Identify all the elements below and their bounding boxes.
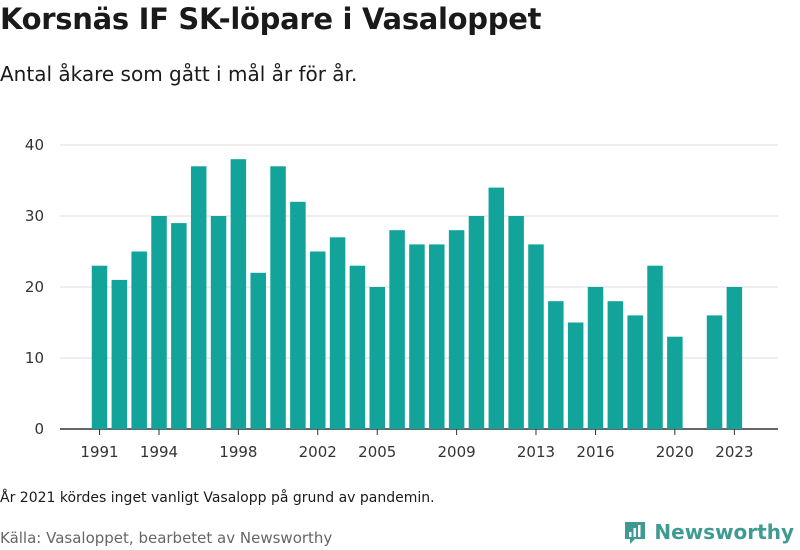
bar-2003 (329, 237, 346, 429)
bar-2022 (706, 315, 723, 429)
bar-1997 (210, 216, 227, 429)
bar-1992 (111, 279, 128, 429)
bar-1998 (230, 159, 247, 429)
bar-2008 (429, 244, 445, 429)
x-tick-label: 1994 (140, 443, 178, 461)
bar-chart: 0 10 20 30 40 1991 1994 1998 2002 2005 2009 2013 20… (25, 136, 778, 461)
newsworthy-logo-icon (625, 522, 646, 544)
bar-2011 (488, 187, 505, 429)
y-tick-label: 40 (25, 136, 44, 154)
bar-2009 (448, 230, 465, 429)
bar-2017 (607, 301, 624, 429)
bars (91, 159, 743, 430)
bar-2019 (647, 265, 663, 429)
bar-1999 (250, 272, 266, 429)
bar-2000 (270, 166, 286, 430)
bar-2006 (389, 230, 405, 429)
bar-2018 (627, 315, 643, 429)
bar-1995 (171, 223, 187, 429)
y-axis-ticks: 0 10 20 30 40 (25, 136, 44, 438)
bar-2004 (349, 265, 366, 429)
bar-2020 (667, 336, 683, 429)
bar-2014 (548, 301, 564, 429)
y-tick-label: 10 (25, 349, 44, 367)
bar-2016 (587, 287, 604, 429)
chart-title: Korsnäs IF SK-löpare i Vasaloppet (0, 2, 542, 36)
bar-1994 (151, 216, 167, 429)
brand-name: Newsworthy (654, 520, 794, 544)
x-tick-label: 1998 (219, 443, 257, 461)
newsworthy-logo: Newsworthy (622, 519, 794, 545)
x-tick-label: 2009 (438, 443, 476, 461)
bar-1996 (190, 166, 207, 430)
bar-1993 (131, 251, 147, 429)
chart-subtitle: Antal åkare som gått i mål år för år. (0, 62, 358, 86)
bar-2002 (309, 251, 326, 429)
x-tick-label: 2020 (656, 443, 694, 461)
bar-2007 (409, 244, 425, 429)
bar-2023 (726, 287, 743, 429)
y-tick-label: 20 (25, 278, 44, 296)
x-axis-ticks: 1991 1994 1998 2002 2005 2009 2013 2016 2020 2023 (80, 429, 753, 461)
bar-2015 (567, 322, 584, 429)
x-tick-label: 2013 (517, 443, 555, 461)
x-tick-label: 2016 (576, 443, 614, 461)
y-tick-label: 30 (25, 207, 44, 225)
x-tick-label: 1991 (80, 443, 118, 461)
bar-2013 (528, 244, 544, 429)
bar-2001 (290, 201, 306, 429)
bar-2005 (369, 287, 386, 429)
bar-1991 (91, 265, 108, 429)
x-tick-label: 2005 (358, 443, 396, 461)
bar-2010 (468, 216, 485, 429)
footnote: År 2021 kördes inget vanligt Vasalopp på… (0, 490, 435, 506)
x-tick-label: 2002 (299, 443, 337, 461)
y-tick-label: 0 (34, 420, 44, 438)
bar-2012 (508, 216, 524, 429)
x-tick-label: 2023 (715, 443, 753, 461)
source-credit: Källa: Vasaloppet, bearbetet av Newswort… (0, 529, 333, 547)
